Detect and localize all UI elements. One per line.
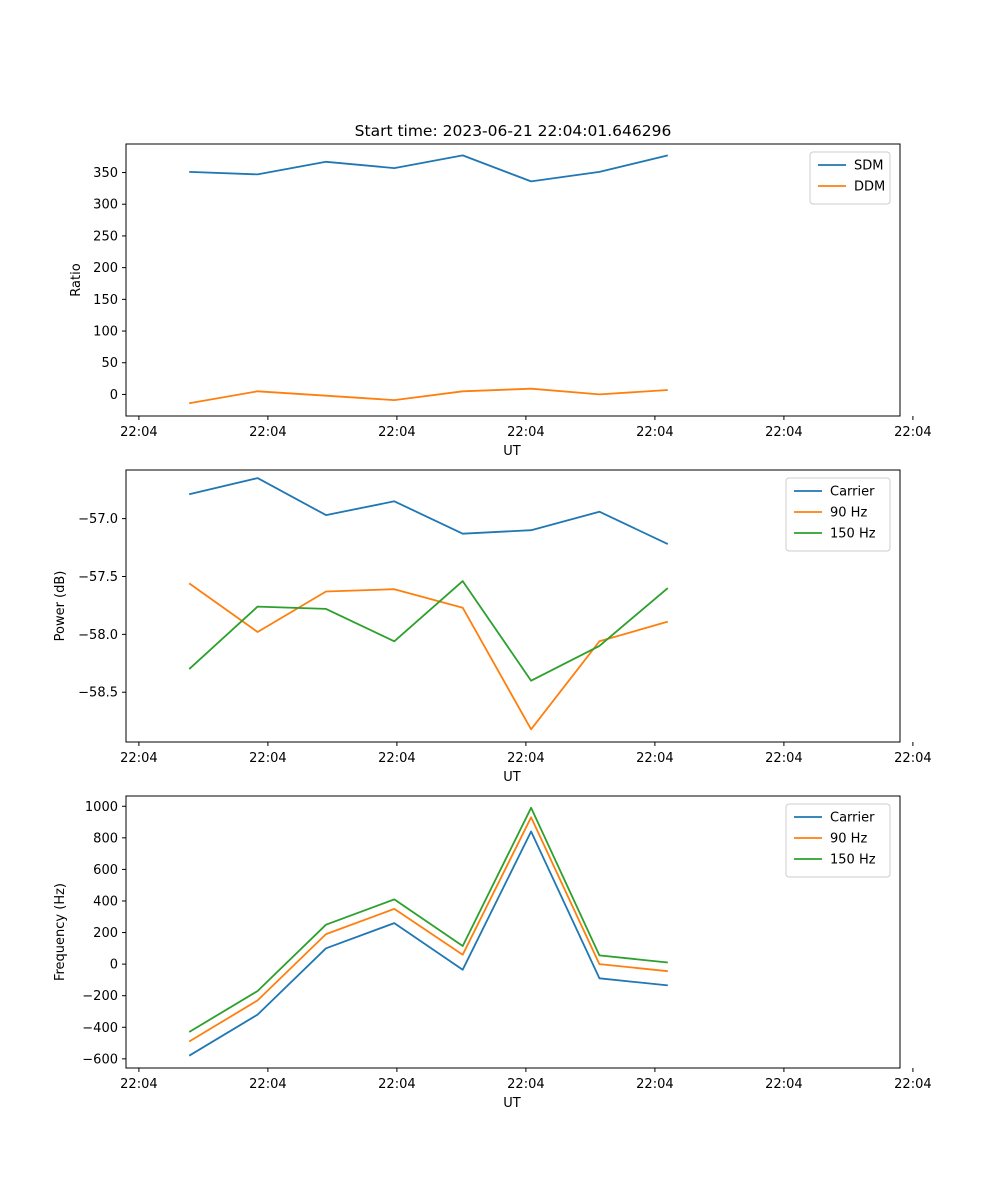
- panels-group: 22:0422:0422:0422:0422:0422:0422:0422:05…: [53, 143, 932, 1111]
- series-line-carrier: [188, 830, 668, 1057]
- y-tick-label: 800: [93, 831, 118, 846]
- x-tick-label: 22:04: [378, 1077, 415, 1092]
- x-tick-label: 22:04: [249, 751, 286, 766]
- series-line-90-hz: [188, 582, 669, 731]
- series-line-90-hz: [188, 816, 668, 1043]
- x-tick-label: 22:04: [507, 425, 544, 440]
- axes-frame: [125, 469, 901, 743]
- y-tick-label: 300: [93, 198, 118, 213]
- legend-entry-label: 150 Hz: [830, 853, 876, 868]
- x-axis-label: UT: [503, 444, 521, 459]
- y-tick-label: −58.5: [78, 686, 118, 701]
- legend: Carrier 90 Hz 150 Hz: [785, 477, 891, 552]
- y-tick-label: 150: [93, 293, 118, 308]
- y-tick-label: −200: [82, 989, 118, 1004]
- legend-entry-label: DDM: [854, 180, 885, 195]
- y-tick-label: 250: [93, 229, 118, 244]
- x-tick-label: 22:04: [249, 425, 286, 440]
- chart-panel-2: 22:0422:0422:0422:0422:0422:0422:0422:05…: [53, 469, 932, 785]
- chart-panel-1: 22:0422:0422:0422:0422:0422:0422:0422:05…: [69, 143, 932, 459]
- y-tick-label: 100: [93, 325, 118, 340]
- x-tick-label: 22:04: [378, 425, 415, 440]
- legend-entry-label: Carrier: [830, 485, 875, 500]
- legend-entry-label: 90 Hz: [830, 832, 867, 847]
- y-axis-label: Frequency (Hz): [53, 883, 68, 981]
- y-axis-label: Ratio: [69, 263, 84, 296]
- figure-title: Start time: 2023-06-21 22:04:01.646296: [355, 122, 672, 140]
- legend-entry-label: Carrier: [830, 811, 875, 826]
- legend-entry-label: 90 Hz: [830, 506, 867, 521]
- x-tick-label: 22:04: [894, 751, 931, 766]
- y-tick-label: 600: [93, 863, 118, 878]
- legend: Carrier 90 Hz 150 Hz: [785, 803, 891, 878]
- x-tick-label: 22:04: [120, 425, 157, 440]
- axes-frame: [125, 143, 901, 417]
- x-axis-label: UT: [503, 1096, 521, 1111]
- y-tick-label: 50: [101, 356, 118, 371]
- x-tick-label: 22:04: [120, 1077, 157, 1092]
- y-tick-label: −57.5: [78, 570, 118, 585]
- x-tick-label: 22:04: [636, 425, 673, 440]
- y-tick-label: 200: [93, 261, 118, 276]
- y-tick-label: −58.0: [78, 628, 118, 643]
- legend-entry-label: 150 Hz: [830, 527, 876, 542]
- x-tick-label: 22:04: [636, 751, 673, 766]
- x-tick-label: 22:04: [765, 751, 802, 766]
- series-line-sdm: [189, 154, 669, 183]
- y-tick-label: 200: [93, 926, 118, 941]
- y-tick-label: 400: [93, 894, 118, 909]
- x-tick-label: 22:04: [636, 1077, 673, 1092]
- y-tick-label: −600: [82, 1052, 118, 1067]
- y-axis-label: Power (dB): [53, 571, 68, 642]
- x-tick-label: 22:04: [249, 1077, 286, 1092]
- x-tick-label: 22:04: [507, 1077, 544, 1092]
- series-line-carrier: [188, 477, 669, 545]
- x-tick-label: 22:04: [894, 1077, 931, 1092]
- x-tick-label: 22:04: [378, 751, 415, 766]
- x-tick-label: 22:04: [507, 751, 544, 766]
- axes-frame: [125, 795, 901, 1069]
- series-line-150-hz: [188, 806, 668, 1033]
- chart-panel-3: 22:0422:0422:0422:0422:0422:0422:0422:05…: [53, 795, 932, 1111]
- y-tick-label: 0: [110, 388, 118, 403]
- y-tick-label: 0: [110, 958, 118, 973]
- x-tick-label: 22:04: [765, 425, 802, 440]
- x-axis-label: UT: [503, 770, 521, 785]
- y-tick-label: −400: [82, 1021, 118, 1036]
- series-line-ddm: [189, 387, 668, 405]
- x-tick-label: 22:04: [894, 425, 931, 440]
- y-tick-label: −57.0: [78, 512, 118, 527]
- x-tick-label: 22:04: [120, 751, 157, 766]
- y-tick-label: 1000: [85, 800, 118, 815]
- x-tick-label: 22:04: [765, 1077, 802, 1092]
- y-tick-label: 350: [93, 166, 118, 181]
- legend-entry-label: SDM: [854, 159, 883, 174]
- series-line-150-hz: [188, 580, 669, 682]
- legend: SDM DDM: [809, 151, 891, 205]
